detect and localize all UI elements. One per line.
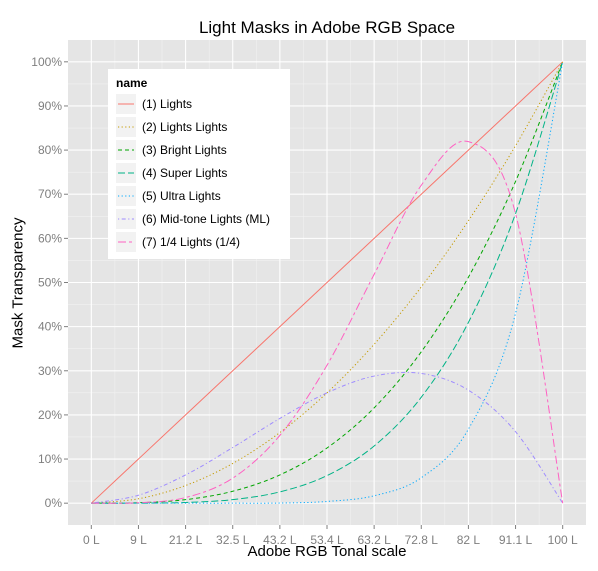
legend-label: (2) Lights Lights xyxy=(142,120,228,134)
legend-label: (6) Mid-tone Lights (ML) xyxy=(142,212,271,226)
y-tick-label: 0% xyxy=(45,496,63,510)
legend-label: (1) Lights xyxy=(142,97,193,111)
series-line-6 xyxy=(91,371,564,504)
legend: name (1) Lights (2) Lights Lights (3) Brig… xyxy=(108,69,290,259)
x-tick-label: 0 L xyxy=(83,533,100,547)
legend-item: (4) Super Lights xyxy=(116,163,288,183)
chart-title: Light Masks in Adobe RGB Space xyxy=(198,18,456,37)
legend-label: (5) Ultra Lights xyxy=(142,189,221,203)
legend-key xyxy=(116,163,136,183)
legend-item: (7) 1/4 Lights (1/4) xyxy=(116,232,288,252)
y-tick-label: 100% xyxy=(31,55,62,69)
x-tick-label: 32.5 L xyxy=(216,533,250,547)
legend-item: (3) Bright Lights xyxy=(116,140,288,160)
y-tick-label: 90% xyxy=(38,99,62,113)
x-tick-label: 82 L xyxy=(457,533,481,547)
x-tick-label: 100 L xyxy=(548,533,578,547)
y-tick-label: 20% xyxy=(38,408,62,422)
y-tick-label: 80% xyxy=(38,143,62,157)
legend-item: (1) Lights xyxy=(116,94,288,114)
x-tick-label: 91.1 L xyxy=(499,533,533,547)
y-tick-label: 50% xyxy=(38,276,62,290)
y-tick-label: 30% xyxy=(38,364,62,378)
x-tick-label: 43.2 L xyxy=(263,533,297,547)
y-tick-label: 70% xyxy=(38,187,62,201)
series-line-4 xyxy=(91,61,564,504)
x-tick-label: 21.2 L xyxy=(169,533,203,547)
series-line-3 xyxy=(91,61,564,504)
y-tick-label: 60% xyxy=(38,231,62,245)
legend-key xyxy=(116,186,136,206)
legend-label: (3) Bright Lights xyxy=(142,143,227,157)
x-tick-label: 9 L xyxy=(130,533,147,547)
y-tick-label: 10% xyxy=(38,452,62,466)
y-tick-label: 40% xyxy=(38,320,62,334)
series-line-7 xyxy=(91,140,564,504)
legend-title: name xyxy=(116,76,148,90)
x-tick-label: 53.4 L xyxy=(310,533,344,547)
legend-item: (6) Mid-tone Lights (ML) xyxy=(116,209,288,229)
legend-key xyxy=(116,140,136,160)
x-tick-label: 72.8 L xyxy=(405,533,439,547)
legend-key xyxy=(116,209,136,229)
legend-key xyxy=(116,117,136,137)
x-axis-title: Adobe RGB Tonal scale xyxy=(247,543,407,560)
legend-key xyxy=(116,232,136,252)
legend-item: (5) Ultra Lights xyxy=(116,186,288,206)
series-line-1 xyxy=(90,61,564,504)
legend-label: (4) Super Lights xyxy=(142,166,228,180)
legend-item: (2) Lights Lights xyxy=(116,117,288,137)
x-tick-label: 63.2 L xyxy=(357,533,391,547)
legend-label: (7) 1/4 Lights (1/4) xyxy=(142,235,241,249)
legend-key xyxy=(116,94,136,114)
y-axis-title: Mask Transparency xyxy=(9,217,27,349)
series-line-2 xyxy=(91,61,564,504)
